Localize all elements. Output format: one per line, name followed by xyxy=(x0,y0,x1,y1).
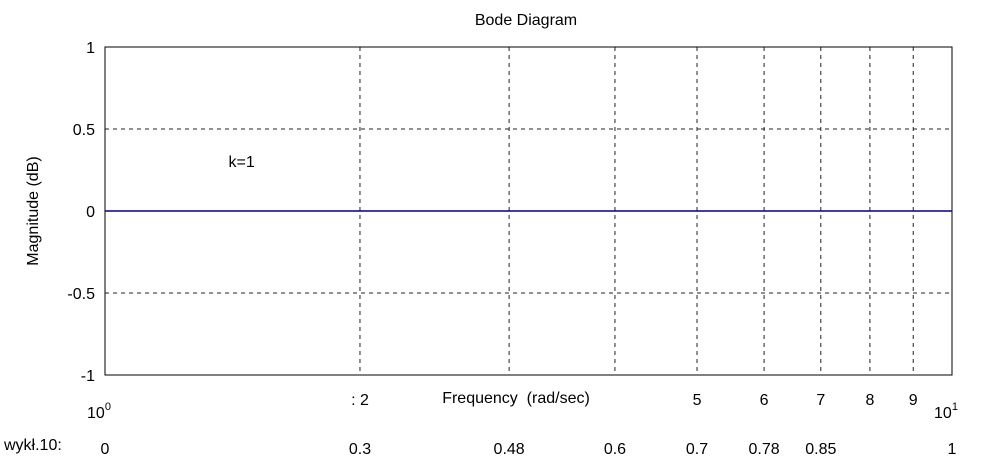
x-tick-label: 5 xyxy=(693,392,702,409)
svg-text:100: 100 xyxy=(87,401,111,422)
x-tick-label: : 2 xyxy=(351,392,369,409)
exponent-value: 0.7 xyxy=(686,441,708,458)
x-decade-label: 100 xyxy=(87,401,111,422)
exponent-value: 0 xyxy=(101,441,110,458)
exponent-value: 1 xyxy=(948,441,957,458)
y-tick-label: -1 xyxy=(81,368,95,385)
chart-title: Bode Diagram xyxy=(475,12,577,29)
y-tick-label: 1 xyxy=(86,40,95,57)
x-tick-label: 8 xyxy=(865,392,874,409)
y-tick-label: 0 xyxy=(86,204,95,221)
x-tick-label: 7 xyxy=(816,392,825,409)
x-tick-label: 6 xyxy=(760,392,769,409)
y-axis-label: Magnitude (dB) xyxy=(25,156,42,265)
x-decade-label: 101 xyxy=(934,401,958,422)
y-tick-label: 0.5 xyxy=(73,122,95,139)
x-tick-label: 9 xyxy=(909,392,918,409)
exponent-value: 0.78 xyxy=(749,441,780,458)
exponent-value: 0.48 xyxy=(494,441,525,458)
y-tick-label: -0.5 xyxy=(67,286,95,303)
svg-text:101: 101 xyxy=(934,401,958,422)
exponent-value: 0.6 xyxy=(604,441,626,458)
exponent-row-label: wykł.10: xyxy=(3,437,62,454)
x-axis-label: Frequency (rad/sec) xyxy=(442,390,590,407)
exponent-value: 0.3 xyxy=(349,441,371,458)
exponent-value: 0.85 xyxy=(805,441,836,458)
labels: 1 0.5 0 -0.5 -1 : 2 5 6 7 8 9 100 101 0 0.3 0.48 0.6 0.7 0… xyxy=(67,40,958,458)
annotation-label: k=1 xyxy=(229,154,255,171)
